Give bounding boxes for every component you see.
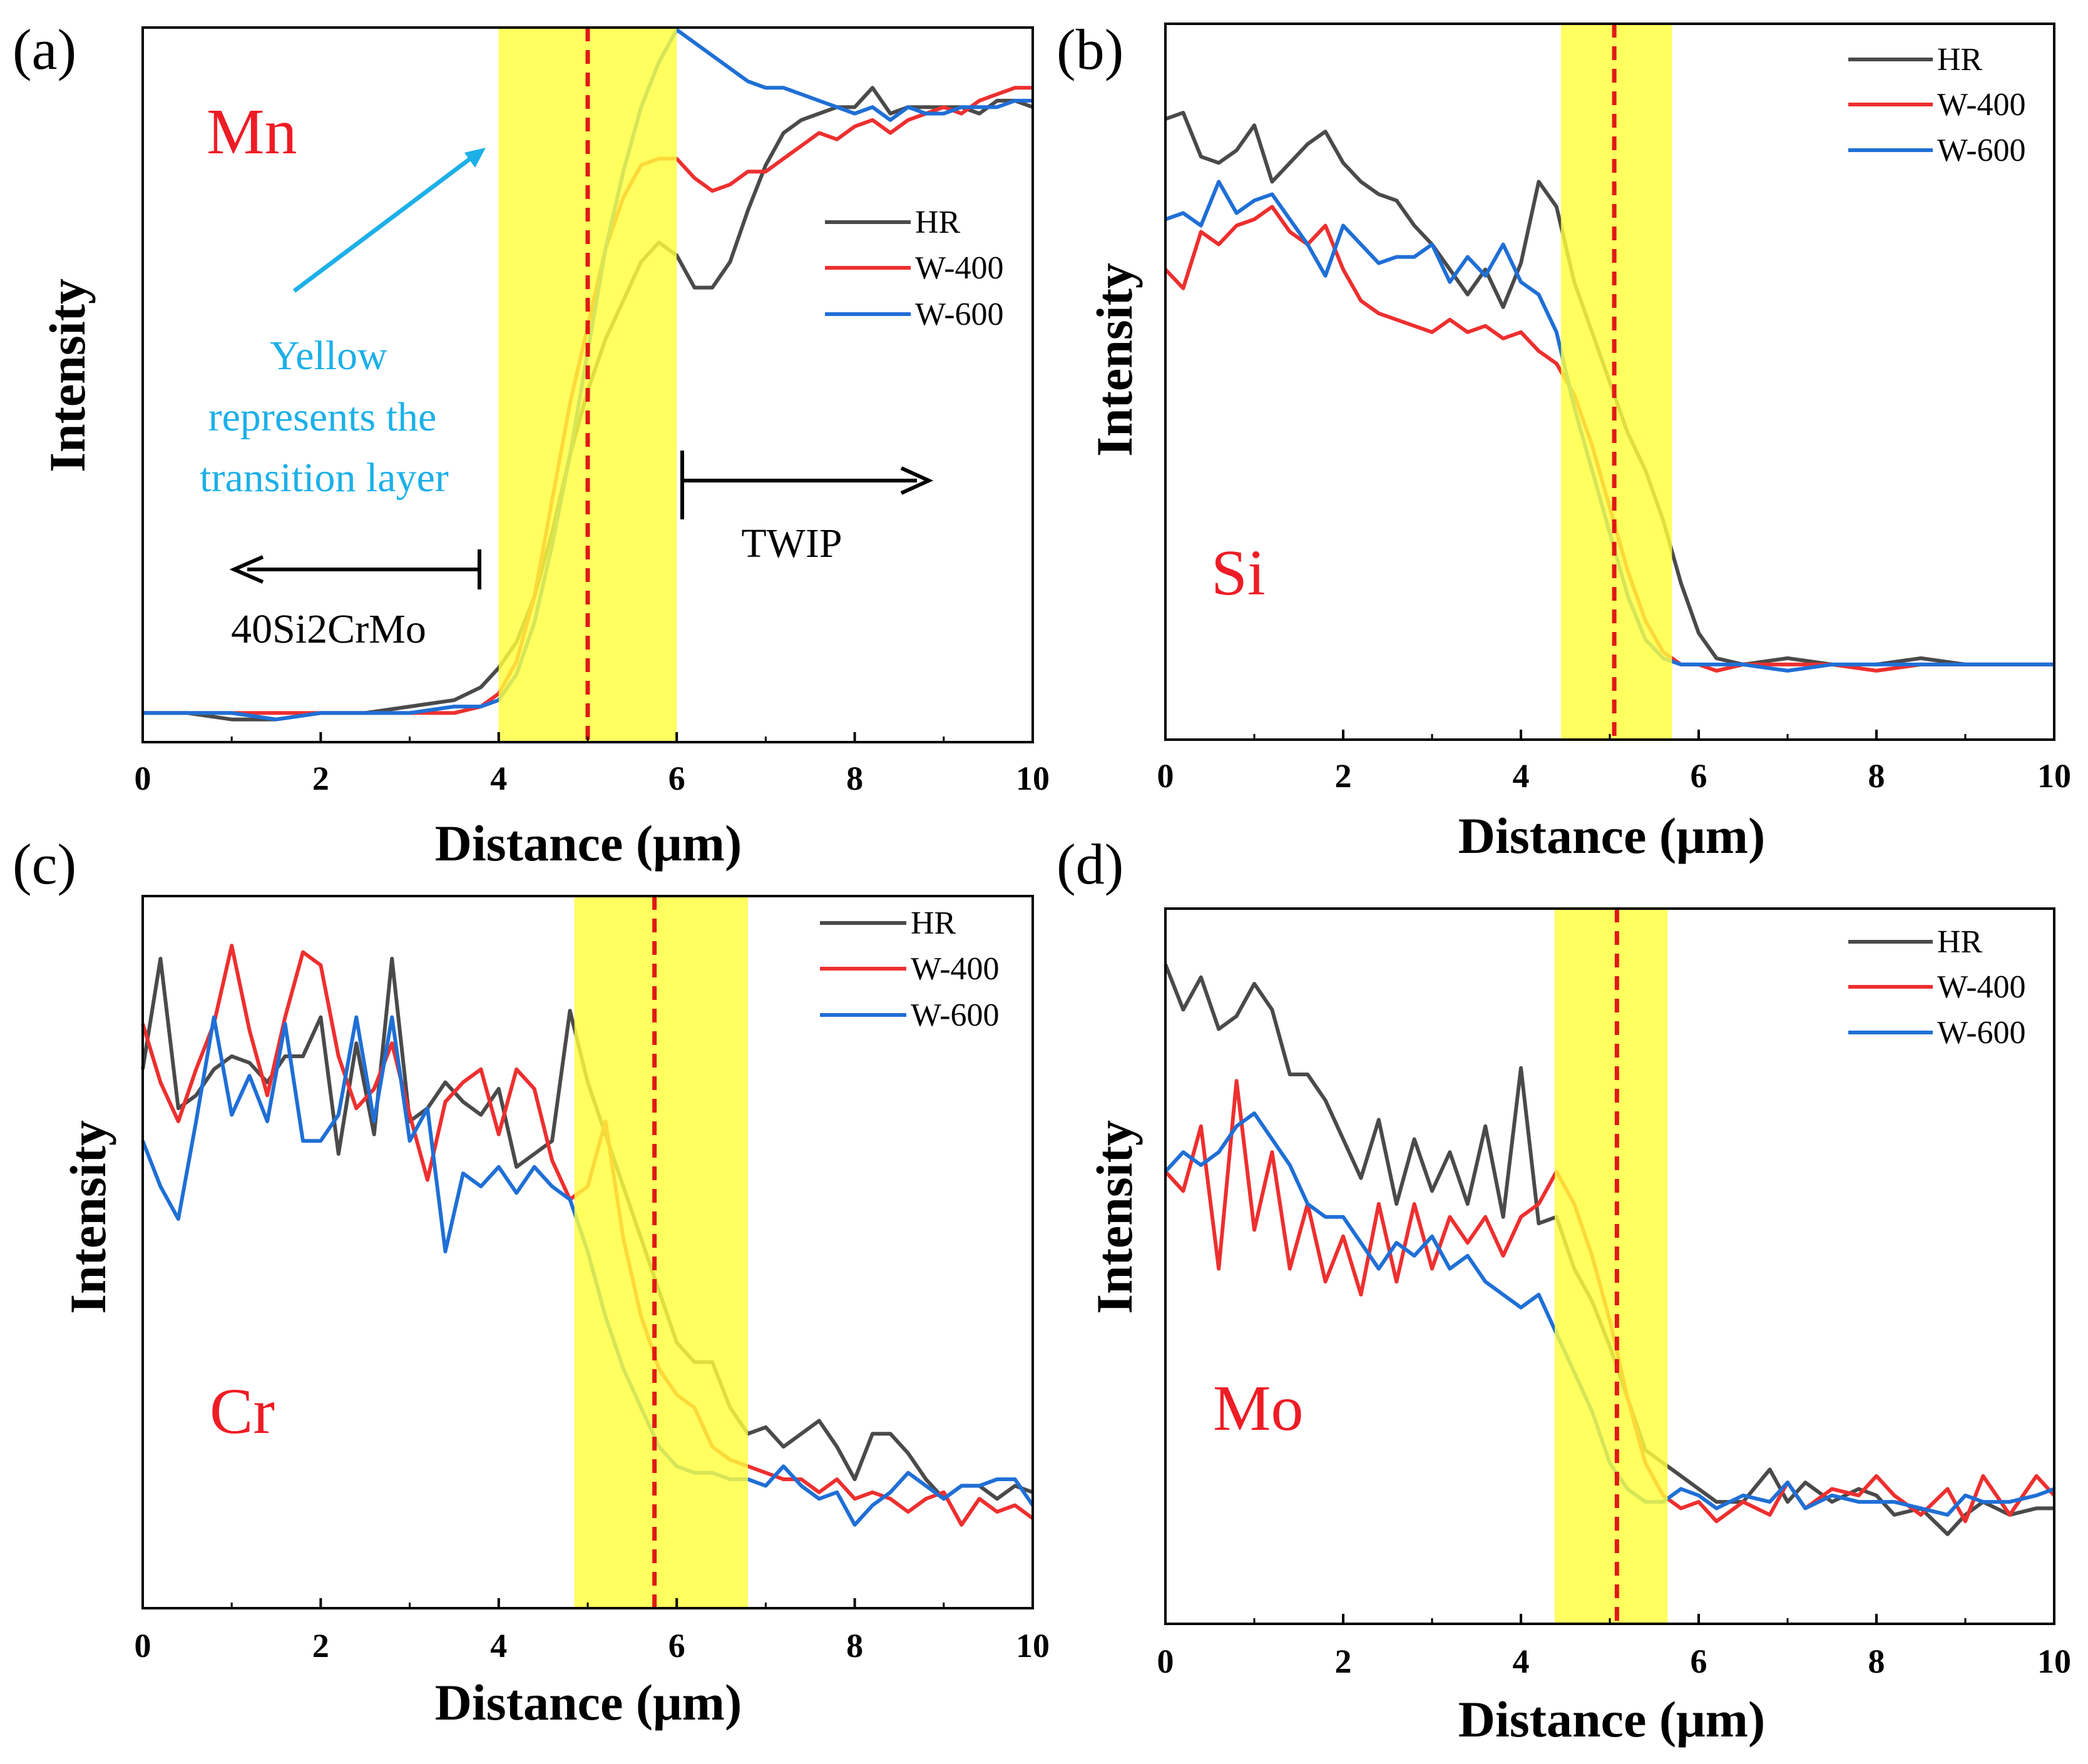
y-axis-label: Intensity — [59, 1120, 116, 1314]
element-label: Cr — [210, 1375, 275, 1447]
twip-arrow: TWIP — [680, 451, 934, 566]
yellow-note-annotation: Yellow represents the transition layer — [200, 148, 486, 501]
legend-label: W-600 — [1937, 133, 2026, 168]
transition-layer-band — [1554, 909, 1668, 1624]
legend: HR W-400 W-600 — [820, 905, 1000, 1033]
x-tick-label: 0 — [1157, 1643, 1174, 1680]
legend-label: W-400 — [1937, 87, 2026, 123]
series-lines — [143, 28, 1034, 721]
series-line-hr — [1164, 111, 2054, 666]
panel-label: (d) — [1057, 832, 1123, 896]
legend-label: W-600 — [915, 297, 1004, 332]
arrowhead — [229, 555, 264, 584]
panel-b-si: (b) Si 0 2 4 6 8 10 Distance (μm) Intens… — [1057, 18, 2071, 864]
axes — [141, 895, 1034, 1609]
x-tick-label: 2 — [1335, 1643, 1352, 1680]
y-axis-label: Intensity — [39, 278, 96, 472]
legend: HR W-400 W-600 — [1848, 924, 2026, 1051]
legend-label: HR — [1937, 924, 1983, 960]
y-axis-label: Intensity — [1086, 1120, 1143, 1314]
axes — [141, 26, 1034, 743]
x-tick-label: 10 — [2037, 757, 2071, 795]
axes — [1164, 23, 2055, 741]
transition-layer-band — [498, 28, 677, 742]
x-tick-label: 4 — [490, 1627, 507, 1665]
element-label: Si — [1211, 537, 1266, 609]
axes — [1164, 907, 2055, 1625]
cyan-arrow — [292, 156, 473, 293]
series-line-w-400 — [143, 86, 1033, 715]
legend-label: W-400 — [911, 951, 1000, 987]
transition-layer-band — [574, 896, 748, 1608]
x-tick-label: 0 — [1157, 757, 1174, 795]
annotation-text: 40Si2CrMo — [231, 606, 426, 652]
element-label: Mn — [207, 96, 297, 168]
x-axis-label: Distance (μm) — [435, 815, 742, 872]
x-tick-label: 8 — [846, 760, 863, 797]
series-line-w-600 — [1165, 180, 2054, 673]
x-tick-label: 2 — [312, 760, 329, 797]
substrate-arrow: 40Si2CrMo — [229, 549, 481, 652]
x-tick-label: 4 — [1513, 1643, 1530, 1680]
x-tick-label: 2 — [1335, 757, 1352, 795]
annotation-text: transition layer — [200, 455, 449, 501]
legend-label: W-400 — [1937, 969, 2026, 1005]
x-tick-label: 2 — [312, 1627, 329, 1665]
arrowhead — [900, 466, 934, 495]
annotation-text: represents the — [208, 394, 437, 440]
legend-label: HR — [911, 905, 956, 941]
legend-label: W-600 — [911, 997, 1000, 1033]
annotation-text: TWIP — [741, 521, 842, 566]
x-tick-label: 6 — [1691, 1643, 1707, 1680]
series-line-w-400 — [1164, 205, 2054, 673]
transition-layer-band — [1560, 24, 1672, 740]
legend-label: W-600 — [1937, 1015, 2026, 1051]
x-axis-label: Distance (μm) — [1458, 1691, 1766, 1748]
x-tick-label: 8 — [846, 1627, 863, 1665]
transition-band — [1554, 909, 1668, 1624]
x-tick-label: 6 — [668, 760, 685, 797]
x-tick-label: 0 — [135, 1627, 151, 1665]
series-line-hr — [143, 86, 1034, 721]
transition-band — [1560, 24, 1672, 740]
x-tick-label: 10 — [1016, 760, 1050, 797]
x-axis-label: Distance (μm) — [1458, 807, 1766, 864]
legend-label: HR — [915, 205, 961, 240]
x-tick-label: 4 — [1513, 757, 1530, 795]
y-axis-label: Intensity — [1086, 263, 1143, 457]
transition-band — [498, 28, 677, 742]
legend: HR W-400 W-600 — [1848, 42, 2026, 168]
x-tick-label: 8 — [1868, 757, 1885, 795]
legend-label: HR — [1937, 42, 1983, 78]
element-label: Mo — [1213, 1372, 1303, 1444]
x-tick-label: 4 — [490, 760, 507, 797]
series-line-w-600 — [143, 28, 1033, 721]
series-lines — [1164, 111, 2054, 673]
x-tick-label: 6 — [1691, 757, 1707, 795]
x-tick-label: 10 — [1016, 1627, 1050, 1665]
panel-d-mo: (d) Mo 0 2 4 6 8 10 Distance (μm) Intens… — [1057, 832, 2071, 1748]
legend: HR W-400 W-600 — [825, 205, 1004, 332]
x-tick-label: 0 — [135, 760, 151, 797]
panel-label: (a) — [13, 18, 76, 81]
panel-label: (b) — [1057, 18, 1123, 81]
x-tick-label: 6 — [668, 1627, 685, 1665]
cyan-arrowhead — [464, 148, 486, 168]
x-axis-label: Distance (μm) — [435, 1674, 742, 1731]
transition-band — [574, 896, 748, 1608]
panel-c-cr: (c) Cr 0 2 4 6 8 10 Distance (μm) Intens… — [13, 832, 1050, 1731]
x-tick-label: 8 — [1868, 1643, 1885, 1680]
panel-label: (c) — [13, 832, 76, 896]
annotation-text: Yellow — [270, 333, 387, 379]
legend-label: W-400 — [915, 250, 1004, 286]
panel-a-mn: (a) Mn 0 2 4 6 8 10 Distance (μm) Intens… — [13, 18, 1050, 872]
x-tick-label: 10 — [2037, 1643, 2071, 1680]
